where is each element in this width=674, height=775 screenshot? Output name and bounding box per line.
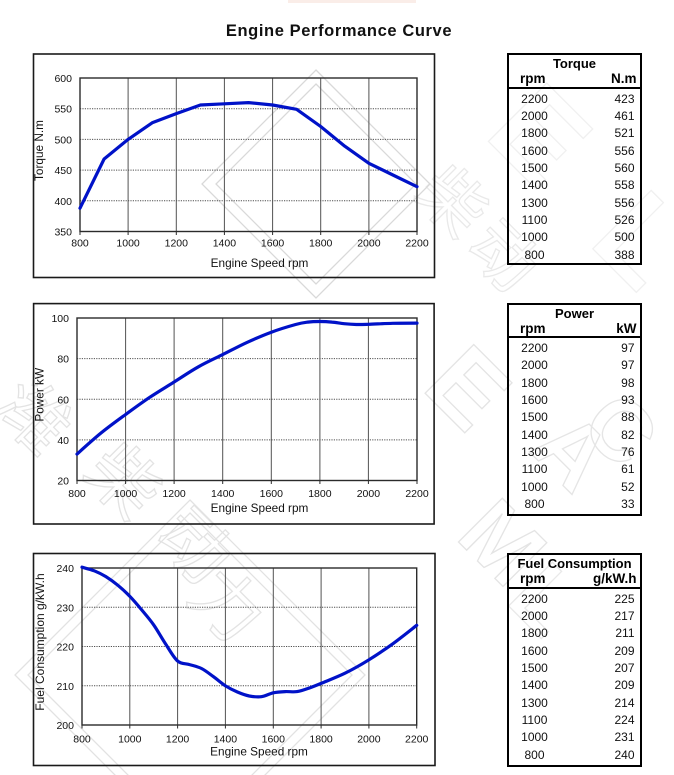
- svg-text:2000: 2000: [357, 488, 381, 500]
- svg-text:Fuel Consumption g/kW.h: Fuel Consumption g/kW.h: [33, 573, 47, 710]
- svg-text:20: 20: [57, 476, 69, 488]
- svg-text:450: 450: [54, 165, 72, 177]
- svg-text:1800: 1800: [309, 238, 333, 250]
- svg-text:1600: 1600: [260, 488, 284, 500]
- svg-text:Engine Speed rpm: Engine Speed rpm: [211, 501, 309, 515]
- svg-text:100: 100: [51, 313, 69, 325]
- svg-text:1000: 1000: [116, 238, 140, 250]
- svg-text:60: 60: [57, 394, 69, 406]
- svg-text:1400: 1400: [211, 488, 235, 500]
- svg-text:1400: 1400: [214, 734, 238, 746]
- svg-text:1200: 1200: [165, 238, 189, 250]
- svg-text:400: 400: [54, 196, 72, 208]
- svg-text:230: 230: [56, 602, 74, 614]
- svg-text:220: 220: [56, 642, 74, 654]
- svg-text:1200: 1200: [166, 734, 190, 746]
- svg-text:Engine Speed rpm: Engine Speed rpm: [211, 256, 309, 270]
- svg-text:Engine Speed rpm: Engine Speed rpm: [210, 745, 308, 759]
- svg-text:2200: 2200: [405, 238, 429, 250]
- svg-text:Power kW: Power kW: [33, 367, 47, 422]
- svg-text:40: 40: [57, 435, 69, 447]
- svg-text:350: 350: [54, 227, 72, 239]
- svg-text:800: 800: [73, 734, 91, 746]
- svg-text:200: 200: [56, 720, 74, 732]
- svg-text:800: 800: [68, 488, 86, 500]
- svg-text:1800: 1800: [309, 734, 333, 746]
- svg-text:600: 600: [54, 73, 72, 85]
- svg-text:1000: 1000: [114, 488, 138, 500]
- svg-text:80: 80: [57, 354, 69, 366]
- svg-text:550: 550: [54, 104, 72, 116]
- svg-text:1000: 1000: [118, 734, 142, 746]
- svg-text:240: 240: [56, 563, 74, 575]
- svg-text:1200: 1200: [162, 488, 186, 500]
- svg-text:2000: 2000: [357, 238, 381, 250]
- svg-text:2000: 2000: [357, 734, 381, 746]
- svg-text:2200: 2200: [405, 734, 429, 746]
- svg-text:1800: 1800: [308, 488, 332, 500]
- svg-text:210: 210: [56, 681, 74, 693]
- svg-text:1400: 1400: [213, 238, 237, 250]
- svg-text:Torque N.m: Torque N.m: [32, 120, 46, 181]
- svg-text:500: 500: [54, 134, 72, 146]
- svg-text:800: 800: [71, 238, 89, 250]
- svg-text:1600: 1600: [261, 238, 285, 250]
- svg-text:2200: 2200: [405, 488, 429, 500]
- svg-text:1600: 1600: [262, 734, 286, 746]
